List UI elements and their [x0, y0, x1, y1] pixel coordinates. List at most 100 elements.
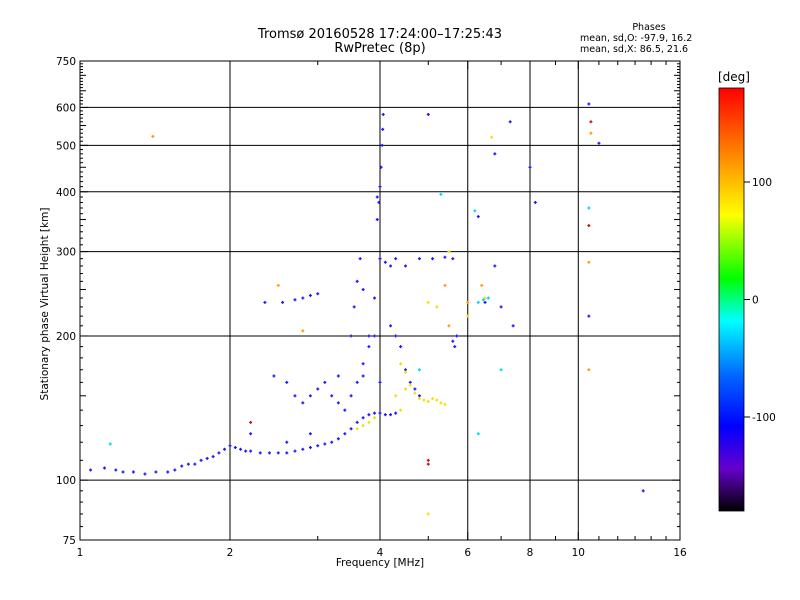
data-point: [352, 305, 356, 309]
data-point: [447, 250, 451, 254]
data-point: [476, 432, 480, 436]
data-point: [217, 451, 221, 455]
x-tick-label: 10: [572, 547, 585, 559]
data-point: [587, 260, 591, 264]
data-point: [413, 387, 417, 391]
data-point: [205, 456, 209, 460]
y-tick-label: 750: [56, 56, 76, 68]
data-point: [361, 424, 365, 428]
data-point: [301, 401, 305, 405]
data-point: [323, 442, 327, 446]
data-point: [447, 324, 451, 328]
data-point: [373, 296, 377, 300]
data-point: [89, 468, 93, 472]
data-point: [490, 135, 494, 139]
data-point: [435, 305, 439, 309]
data-point: [349, 427, 353, 431]
data-point: [394, 411, 398, 415]
data-point: [173, 468, 177, 472]
data-point: [587, 206, 591, 210]
data-point: [443, 255, 447, 259]
data-point: [641, 489, 645, 493]
data-point: [431, 257, 435, 261]
data-point: [389, 264, 393, 268]
data-point: [511, 324, 515, 328]
data-point: [285, 440, 289, 444]
data-point: [426, 512, 430, 516]
data-point: [379, 165, 383, 169]
data-point: [383, 260, 387, 264]
data-point: [180, 464, 184, 468]
data-point: [399, 362, 403, 366]
data-point: [589, 131, 593, 135]
data-point: [267, 451, 271, 455]
data-point: [355, 380, 359, 384]
data-point: [308, 432, 312, 436]
data-point: [258, 451, 262, 455]
data-point: [399, 345, 403, 349]
data-point: [330, 394, 334, 398]
data-point: [193, 462, 197, 466]
data-point: [528, 165, 532, 169]
data-point: [417, 394, 421, 398]
data-point: [426, 458, 430, 462]
data-points: [89, 102, 645, 516]
phase-stats: Phases mean, sd,O: -97.9, 16.2 mean, sd,…: [580, 22, 710, 55]
data-point: [413, 391, 417, 395]
data-point: [381, 112, 385, 116]
data-point: [293, 449, 297, 453]
data-point: [293, 298, 297, 302]
data-point: [276, 451, 280, 455]
data-point: [486, 296, 490, 300]
data-point: [285, 451, 289, 455]
data-point: [323, 380, 327, 384]
data-point: [301, 296, 305, 300]
data-point: [367, 334, 371, 338]
chart-subtitle: RwPretec (8p): [334, 41, 426, 56]
data-point: [263, 300, 267, 304]
data-point: [281, 300, 285, 304]
data-point: [301, 329, 305, 333]
data-point: [378, 185, 382, 189]
data-point: [466, 300, 470, 304]
data-point: [343, 408, 347, 412]
data-point: [533, 200, 537, 204]
data-point: [367, 413, 371, 417]
data-point: [349, 334, 353, 338]
data-point: [466, 314, 470, 318]
data-point: [426, 112, 430, 116]
data-point: [103, 466, 107, 470]
data-point: [377, 200, 381, 204]
x-tick-label: 8: [527, 547, 534, 559]
data-point: [493, 264, 497, 268]
data-point: [349, 394, 353, 398]
data-point: [186, 462, 190, 466]
colorbar-tick-label: 0: [752, 295, 759, 307]
data-point: [417, 397, 421, 401]
y-axis-ticks: 75 100 200 300 400 500 600 750: [56, 56, 680, 547]
data-point: [455, 334, 459, 338]
data-point: [587, 368, 591, 372]
data-point: [435, 398, 439, 402]
data-point: [408, 380, 412, 384]
data-point: [316, 444, 320, 448]
y-tick-label: 400: [56, 187, 76, 199]
data-point: [166, 470, 170, 474]
data-point: [451, 339, 455, 343]
data-point: [151, 134, 155, 138]
data-point: [453, 345, 457, 349]
data-point: [336, 401, 340, 405]
data-point: [373, 416, 377, 420]
colorbar-tick-label: 100: [752, 177, 772, 189]
data-point: [493, 152, 497, 156]
colorbar: [718, 87, 745, 512]
data-point: [439, 192, 443, 196]
data-point: [336, 437, 340, 441]
data-point: [473, 209, 477, 213]
data-point: [426, 462, 430, 466]
y-tick-label: 200: [56, 331, 76, 343]
data-point: [499, 368, 503, 372]
phase-stats-heading: Phases: [632, 22, 666, 33]
data-point: [308, 445, 312, 449]
phase-stats-o: mean, sd,O: -97.9, 16.2: [580, 33, 693, 44]
